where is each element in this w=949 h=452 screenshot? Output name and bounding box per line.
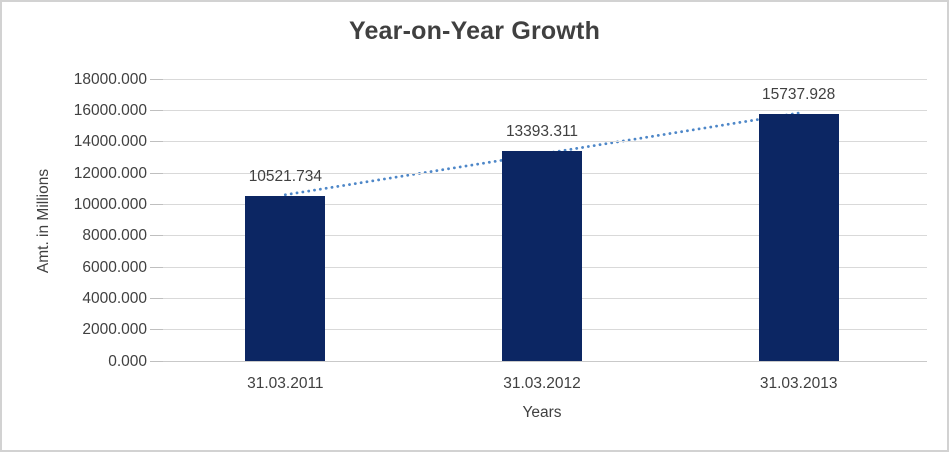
y-tick-label: 4000.000 — [82, 289, 147, 307]
data-label: 10521.734 — [248, 168, 322, 186]
y-tick-label: 16000.000 — [73, 101, 147, 119]
x-axis-line — [157, 360, 927, 362]
y-axis-tick — [150, 109, 163, 111]
bar-31.03.2011 — [245, 196, 326, 361]
y-axis-title: Amt. in Millions — [35, 168, 52, 274]
y-axis-tick — [150, 360, 163, 362]
bar-31.03.2012 — [502, 151, 582, 361]
data-label: 13393.311 — [505, 123, 579, 141]
gridline — [157, 109, 927, 111]
y-tick-label: 18000.000 — [73, 70, 147, 88]
y-axis-tick — [150, 329, 163, 331]
chart-title: Year-on-Year Growth — [348, 17, 601, 45]
y-tick-label: 8000.000 — [82, 227, 147, 245]
gridline — [157, 78, 927, 80]
data-label: 15737.928 — [762, 86, 836, 104]
y-axis-tick — [150, 266, 163, 268]
x-axis-title: Years — [522, 404, 562, 421]
y-axis-tick — [150, 297, 163, 299]
y-tick-label: 10000.000 — [73, 195, 147, 213]
y-axis-tick — [150, 141, 163, 143]
y-axis-tick — [150, 203, 163, 205]
gridline — [157, 141, 927, 143]
y-axis-tick — [150, 172, 163, 174]
y-tick-label: 14000.000 — [73, 133, 147, 151]
plot-area: 0.000 2000.000 4000.000 6000.000 8000.000 100… — [74, 71, 927, 392]
y-tick-label: 0.000 — [108, 352, 147, 370]
y-tick-label: 2000.000 — [82, 321, 147, 339]
y-tick-label: 12000.000 — [73, 164, 147, 182]
bar-31.03.2013 — [758, 114, 839, 361]
x-tick-label: 31.03.2012 — [503, 375, 581, 392]
y-tick-label: 6000.000 — [82, 258, 147, 276]
x-tick-label: 31.03.2013 — [759, 375, 838, 392]
y-axis-tick — [150, 235, 163, 237]
y-axis-tick — [150, 78, 163, 80]
x-tick-label: 31.03.2011 — [247, 375, 324, 392]
